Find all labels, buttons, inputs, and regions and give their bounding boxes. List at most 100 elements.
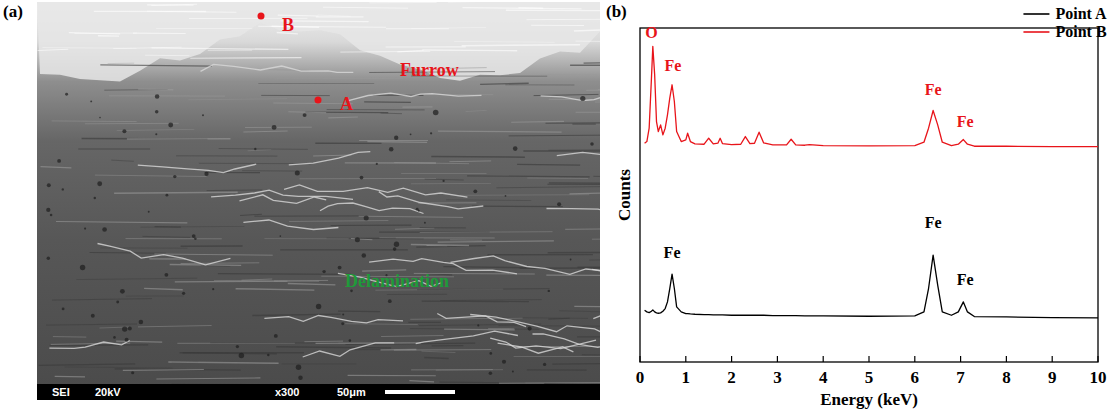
- pit: [90, 100, 92, 102]
- crack-edge: [592, 261, 600, 273]
- info-text: 50μm: [337, 386, 366, 398]
- wear-streak: [282, 363, 356, 364]
- wear-streak: [331, 224, 412, 226]
- wear-streak: [74, 33, 136, 35]
- pit: [303, 113, 307, 117]
- pit: [122, 326, 127, 331]
- wear-streak: [280, 249, 408, 250]
- x-tick: [777, 356, 778, 362]
- info-text: x300: [275, 386, 299, 398]
- wear-streak: [523, 150, 600, 151]
- wear-streak: [315, 143, 381, 144]
- pit: [316, 304, 321, 309]
- legend: Point APoint B: [1023, 5, 1107, 40]
- wear-streak: [348, 375, 436, 376]
- wear-streak: [208, 50, 252, 51]
- crack-edge: [284, 185, 467, 197]
- spectrum-line: [645, 255, 1098, 318]
- pit: [236, 345, 239, 348]
- wear-streak: [506, 10, 600, 12]
- panel-label: (a): [3, 2, 23, 21]
- wear-streak: [53, 336, 86, 338]
- wear-streak: [422, 351, 456, 352]
- pit: [279, 235, 281, 237]
- wear-streak: [176, 155, 277, 156]
- crack-edge: [289, 152, 371, 165]
- pit: [394, 242, 399, 247]
- wear-streak: [438, 241, 554, 242]
- wear-streak: [85, 123, 179, 125]
- wear-streak: [409, 381, 434, 382]
- wear-streak: [116, 341, 162, 342]
- pit: [192, 234, 196, 238]
- wear-streak: [52, 299, 152, 301]
- wear-streak: [52, 120, 137, 122]
- pit: [62, 307, 65, 310]
- wear-streak: [381, 113, 402, 115]
- wear-streak: [559, 311, 600, 312]
- wear-streak: [369, 2, 436, 3]
- crack-edge: [557, 150, 600, 156]
- x-tick: [914, 356, 915, 362]
- wear-streak: [276, 347, 391, 348]
- wear-streak: [527, 369, 587, 371]
- x-tick-label: 7: [956, 368, 965, 387]
- wear-streak: [41, 167, 72, 168]
- pit: [239, 353, 244, 358]
- wear-streak: [288, 111, 326, 113]
- pit: [477, 324, 479, 326]
- wear-streak: [446, 199, 531, 201]
- pit: [65, 93, 68, 96]
- wear-streak: [460, 194, 590, 196]
- wear-streak: [264, 238, 348, 239]
- wear-streak: [387, 294, 447, 295]
- pit: [489, 352, 492, 355]
- crack-edge: [379, 192, 484, 209]
- wear-streak: [156, 378, 260, 379]
- wear-streak: [565, 228, 600, 230]
- wear-streak: [595, 102, 600, 103]
- crack-edge: [490, 338, 596, 349]
- crack-edge: [303, 343, 395, 357]
- wear-streak: [499, 325, 601, 327]
- point-marker: [315, 97, 322, 104]
- wear-streak: [592, 238, 600, 239]
- wear-streak: [496, 187, 600, 188]
- wear-streak: [518, 7, 543, 9]
- pit: [355, 237, 360, 242]
- pit: [97, 181, 102, 186]
- wear-streak: [582, 354, 600, 356]
- pit: [557, 202, 561, 206]
- wear-streak: [527, 178, 588, 180]
- wear-streak: [410, 328, 539, 330]
- wear-streak: [541, 74, 600, 76]
- pit: [442, 180, 444, 182]
- pit: [50, 214, 53, 217]
- wear-streak: [386, 46, 466, 47]
- crack-edge: [437, 314, 526, 327]
- region-label: Delamination: [345, 271, 449, 291]
- wear-streak: [411, 183, 491, 185]
- wear-streak: [570, 64, 600, 66]
- legend-label: Point A: [1055, 5, 1107, 22]
- pit: [91, 314, 95, 318]
- pit: [194, 237, 197, 240]
- pit: [424, 222, 426, 224]
- pit: [173, 175, 176, 178]
- pit: [512, 370, 514, 372]
- wear-streak: [359, 140, 428, 141]
- wear-streak: [411, 27, 486, 28]
- wear-streak: [115, 369, 241, 370]
- wear-streak: [145, 55, 189, 57]
- wear-streak: [408, 322, 441, 323]
- wear-streak: [462, 45, 580, 46]
- wear-streak: [422, 49, 517, 51]
- pit: [389, 147, 394, 152]
- y-axis-title: Counts: [615, 169, 634, 221]
- wear-streak: [143, 236, 191, 237]
- peak-label: Fe: [664, 244, 681, 261]
- pit: [376, 163, 378, 165]
- wear-streak: [98, 35, 119, 37]
- point-label: B: [282, 15, 294, 35]
- wear-streak: [527, 19, 601, 21]
